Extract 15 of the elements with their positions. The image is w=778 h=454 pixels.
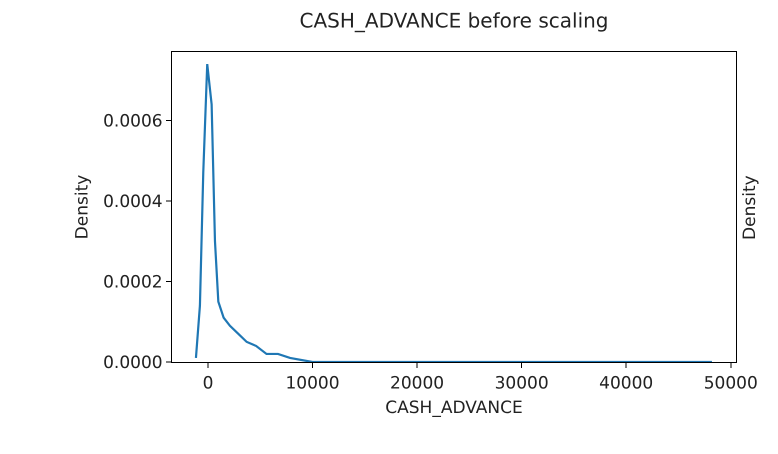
x-tick-label: 30000 — [494, 373, 549, 394]
x-tick-label: 10000 — [285, 373, 340, 394]
y-tick-label: 0.0004 — [103, 192, 163, 212]
y-tick-label: 0.0006 — [103, 111, 163, 132]
y-tick-label: 0.0000 — [103, 352, 163, 373]
x-tick-label: 50000 — [704, 373, 758, 394]
x-tick-label: 20000 — [390, 373, 444, 394]
x-tick-label: 0 — [202, 373, 214, 394]
y-tick-label: 0.0002 — [103, 272, 163, 292]
text: Density — [740, 175, 760, 240]
x-tick-label: 40000 — [599, 373, 654, 394]
line-series — [194, 62, 714, 362]
x-axis-title: CASH_ADVANCE — [385, 398, 523, 418]
y-axis-title: Density — [72, 174, 93, 240]
chart-title: CASH_ADVANCE before scaling — [300, 8, 608, 33]
